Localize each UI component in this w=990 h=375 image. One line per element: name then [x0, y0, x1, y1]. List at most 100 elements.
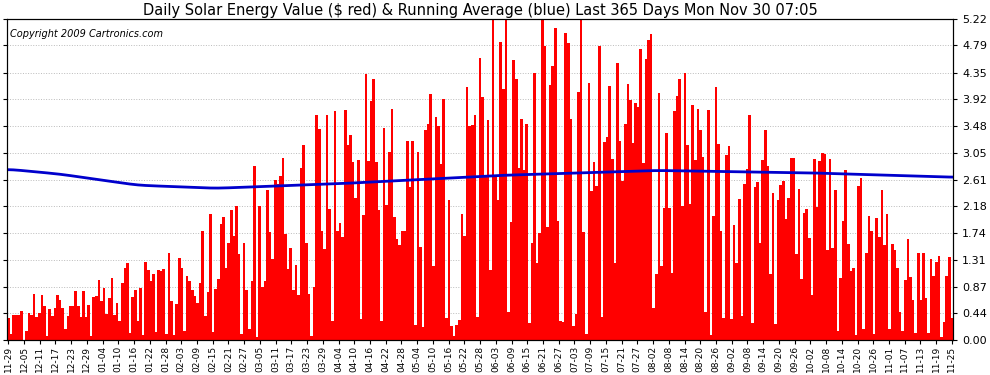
- Bar: [87, 306, 90, 340]
- Bar: [134, 290, 137, 340]
- Bar: [167, 253, 170, 340]
- Bar: [140, 288, 142, 340]
- Bar: [263, 281, 266, 340]
- Bar: [551, 66, 554, 340]
- Bar: [12, 315, 15, 340]
- Bar: [396, 239, 398, 340]
- Bar: [479, 58, 481, 340]
- Bar: [683, 73, 686, 341]
- Bar: [248, 328, 250, 340]
- Bar: [17, 315, 20, 340]
- Bar: [271, 260, 274, 340]
- Bar: [800, 279, 803, 340]
- Bar: [611, 159, 614, 340]
- Bar: [717, 144, 720, 340]
- Bar: [411, 141, 414, 340]
- Bar: [321, 231, 324, 340]
- Bar: [36, 317, 38, 340]
- Bar: [518, 168, 521, 340]
- Bar: [180, 268, 183, 340]
- Bar: [829, 159, 832, 340]
- Bar: [561, 322, 564, 340]
- Bar: [614, 263, 616, 340]
- Bar: [676, 96, 678, 340]
- Bar: [526, 124, 528, 340]
- Bar: [204, 316, 207, 340]
- Bar: [393, 217, 396, 340]
- Bar: [808, 238, 811, 340]
- Bar: [305, 243, 308, 340]
- Bar: [736, 263, 739, 340]
- Bar: [105, 314, 108, 340]
- Bar: [406, 141, 409, 340]
- Bar: [465, 87, 468, 340]
- Bar: [20, 311, 23, 340]
- Bar: [798, 189, 800, 340]
- Bar: [310, 336, 313, 340]
- Bar: [380, 321, 383, 340]
- Bar: [745, 169, 748, 340]
- Bar: [756, 182, 758, 340]
- Bar: [486, 120, 489, 340]
- Bar: [351, 162, 354, 340]
- Bar: [276, 184, 279, 340]
- Bar: [119, 321, 121, 340]
- Bar: [753, 187, 756, 340]
- Bar: [880, 190, 883, 340]
- Bar: [670, 273, 673, 340]
- Bar: [816, 207, 819, 340]
- Bar: [500, 42, 502, 340]
- Bar: [520, 119, 523, 340]
- Bar: [743, 183, 745, 340]
- Bar: [432, 266, 435, 340]
- Bar: [567, 43, 569, 340]
- Bar: [383, 128, 385, 340]
- Bar: [844, 170, 846, 340]
- Bar: [725, 155, 728, 340]
- Bar: [207, 292, 209, 340]
- Bar: [295, 265, 297, 340]
- Bar: [268, 232, 271, 340]
- Bar: [316, 115, 318, 340]
- Bar: [546, 227, 548, 340]
- Bar: [142, 335, 145, 340]
- Bar: [748, 115, 751, 340]
- Bar: [318, 129, 321, 340]
- Bar: [873, 334, 875, 340]
- Bar: [188, 281, 191, 340]
- Bar: [126, 262, 129, 340]
- Bar: [915, 333, 917, 340]
- Bar: [233, 236, 235, 340]
- Bar: [513, 60, 515, 340]
- Bar: [728, 146, 731, 340]
- Bar: [129, 333, 132, 340]
- Bar: [69, 306, 72, 340]
- Bar: [79, 317, 82, 340]
- Bar: [186, 276, 188, 340]
- Bar: [795, 254, 798, 340]
- Bar: [840, 278, 842, 340]
- Bar: [710, 335, 712, 340]
- Bar: [606, 137, 609, 340]
- Bar: [25, 331, 28, 340]
- Bar: [577, 92, 580, 340]
- Bar: [44, 306, 46, 340]
- Bar: [601, 317, 603, 340]
- Bar: [38, 314, 41, 340]
- Bar: [624, 124, 627, 340]
- Bar: [886, 214, 888, 340]
- Bar: [940, 336, 942, 340]
- Bar: [758, 243, 761, 340]
- Bar: [427, 124, 430, 340]
- Bar: [894, 250, 896, 340]
- Bar: [152, 274, 154, 340]
- Bar: [837, 331, 840, 340]
- Bar: [912, 300, 915, 340]
- Bar: [401, 231, 404, 340]
- Bar: [862, 329, 865, 340]
- Bar: [824, 154, 827, 340]
- Bar: [564, 33, 567, 340]
- Bar: [534, 73, 536, 341]
- Bar: [813, 159, 816, 340]
- Bar: [603, 142, 606, 340]
